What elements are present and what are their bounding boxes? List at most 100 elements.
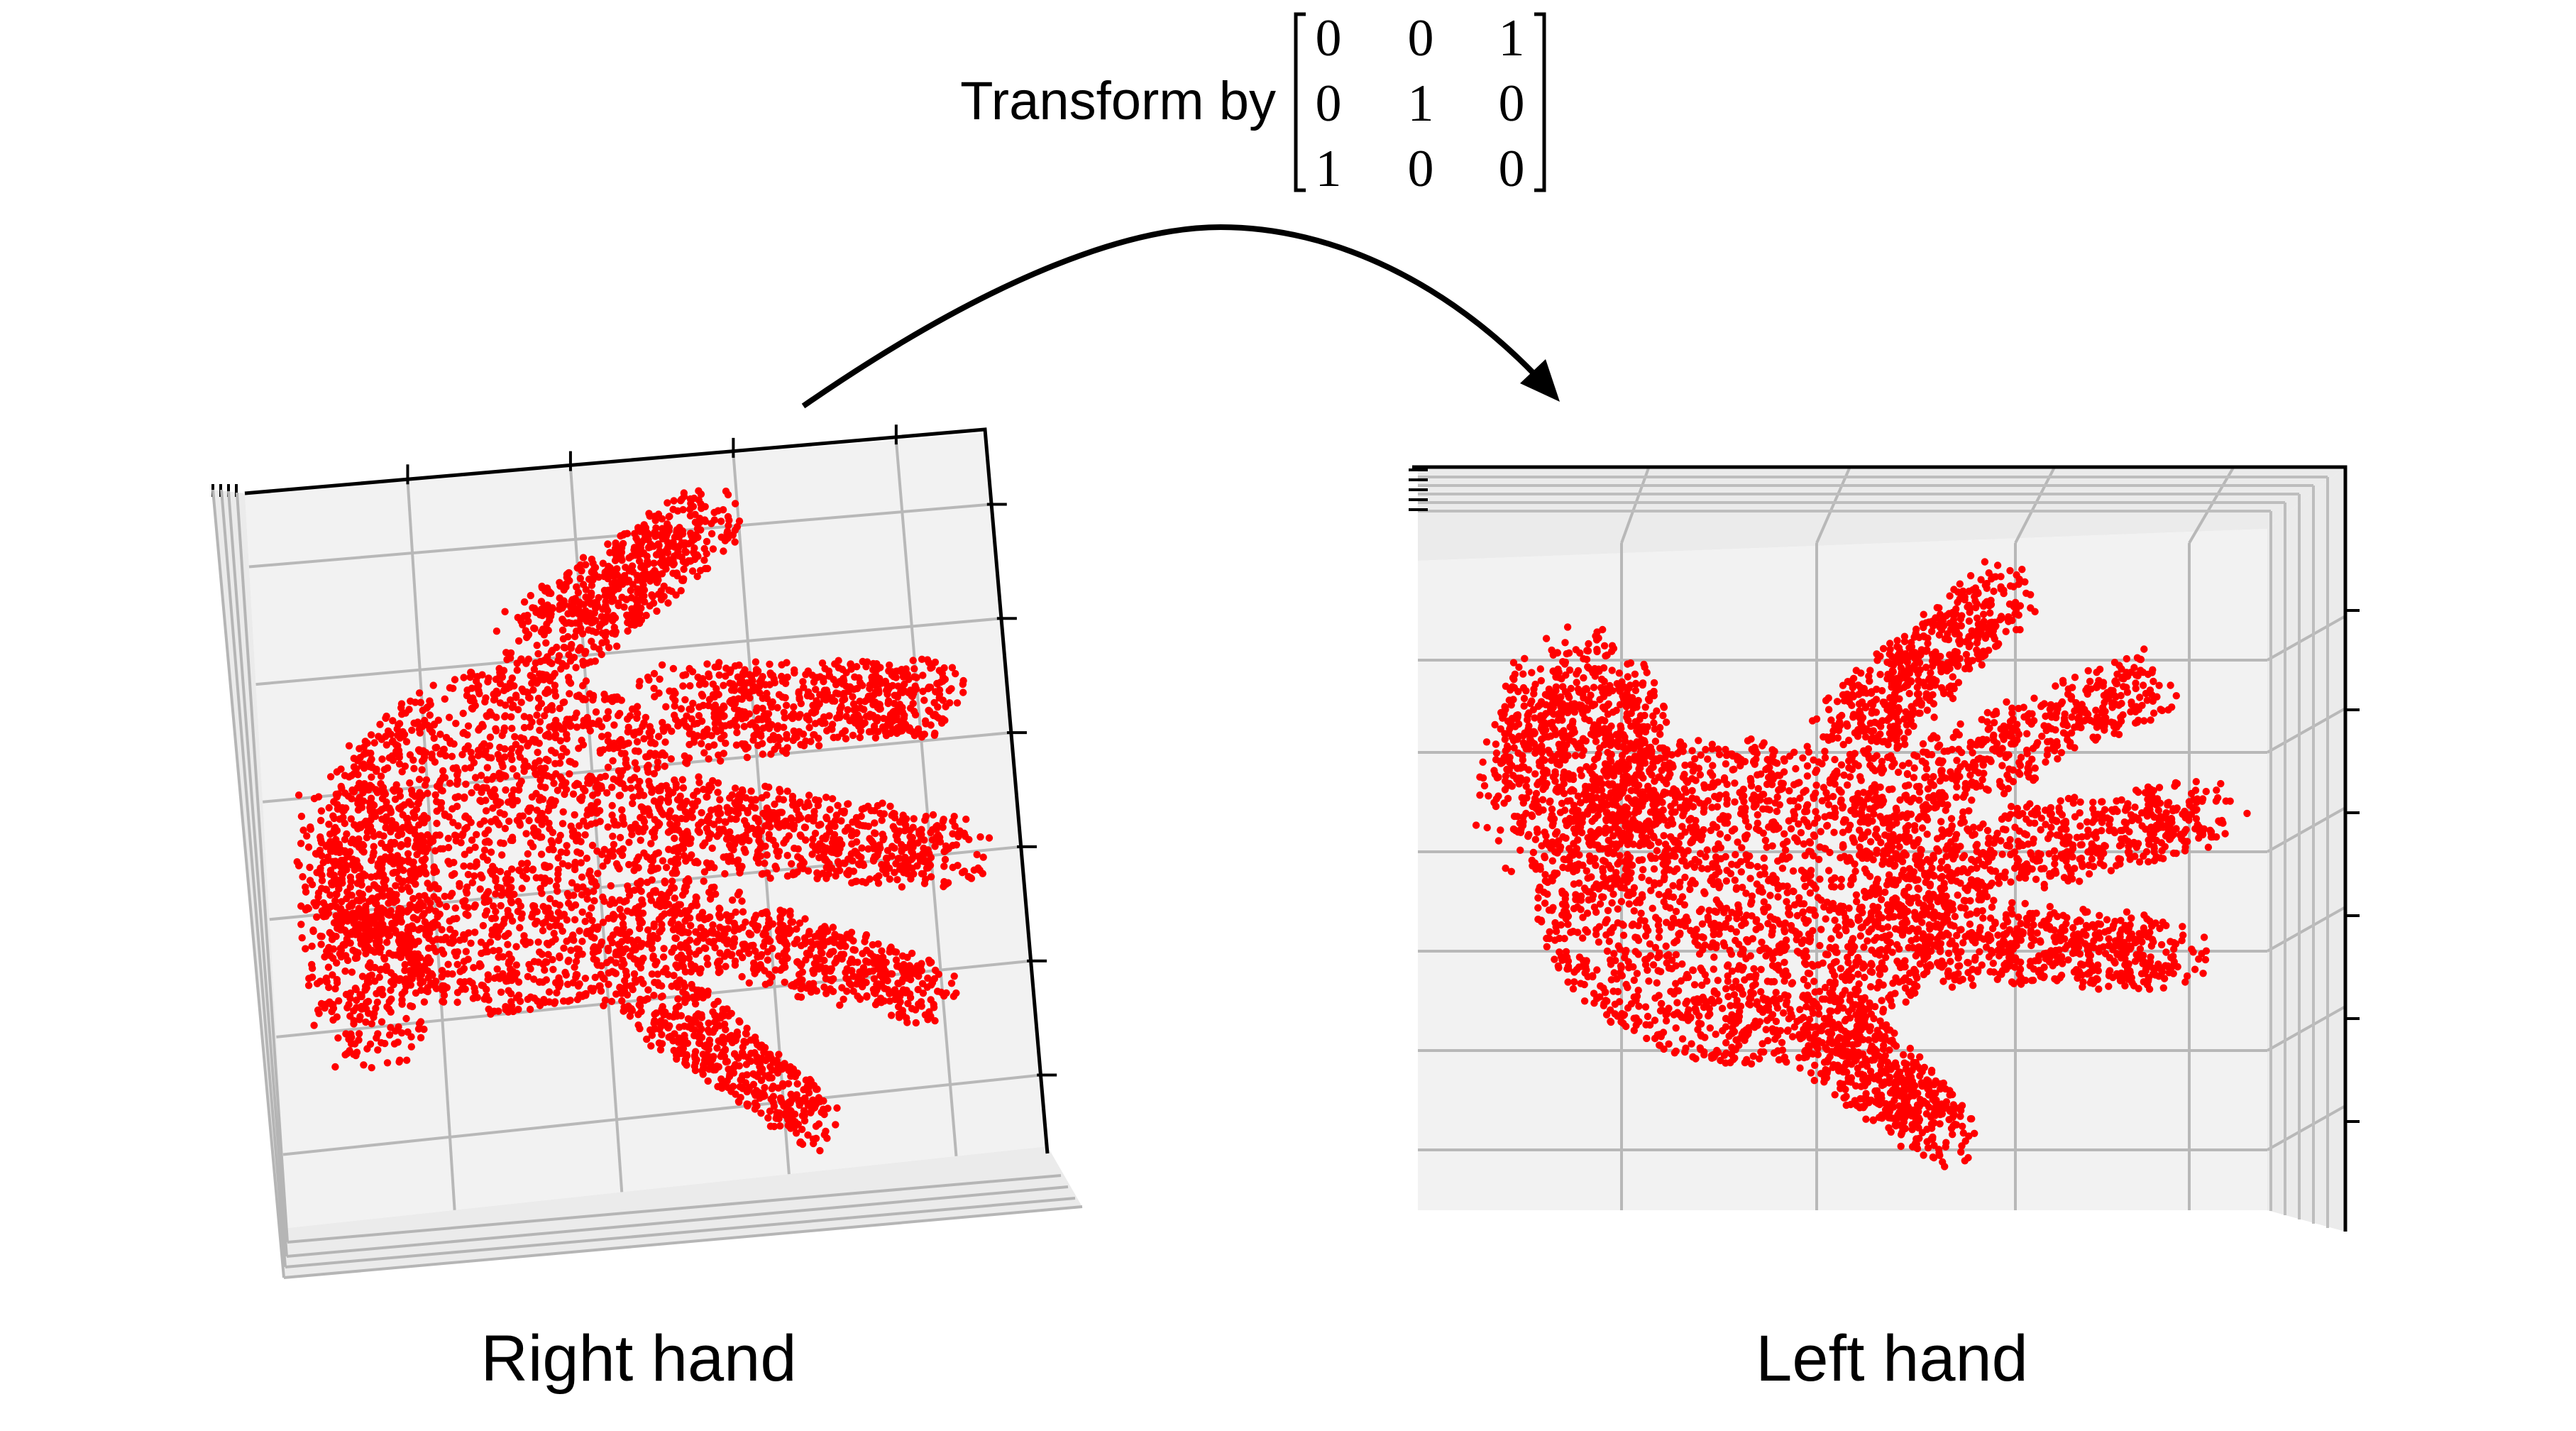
grid-line <box>282 1073 1042 1156</box>
point <box>571 811 578 819</box>
point <box>808 850 816 858</box>
point <box>550 929 558 938</box>
point <box>739 787 747 796</box>
point <box>374 1030 382 1038</box>
point <box>329 880 337 889</box>
point <box>402 975 410 983</box>
point <box>516 812 524 821</box>
point <box>783 852 791 860</box>
point <box>679 671 687 679</box>
point <box>353 897 361 904</box>
point <box>323 978 331 986</box>
point <box>876 809 884 818</box>
point <box>680 852 688 860</box>
point <box>744 1100 752 1109</box>
point <box>744 808 752 817</box>
point <box>958 869 967 877</box>
point <box>348 968 356 976</box>
point <box>497 901 505 910</box>
point <box>581 917 589 926</box>
point <box>421 963 429 971</box>
point <box>822 794 830 801</box>
point <box>640 849 648 857</box>
point <box>658 661 666 669</box>
point <box>385 1031 394 1039</box>
point <box>732 741 741 749</box>
point <box>409 756 417 764</box>
point <box>679 1044 688 1053</box>
point <box>780 818 788 826</box>
point <box>483 856 492 865</box>
point <box>582 586 590 593</box>
point <box>560 586 568 594</box>
point <box>673 855 682 862</box>
point <box>666 827 675 835</box>
point <box>599 862 607 870</box>
point <box>832 1121 840 1129</box>
point <box>378 839 385 848</box>
point <box>534 958 542 966</box>
point <box>507 899 515 906</box>
point <box>797 962 805 970</box>
point <box>896 1014 903 1021</box>
point <box>529 843 537 851</box>
point <box>321 953 329 961</box>
point <box>544 757 552 764</box>
point <box>397 1029 406 1037</box>
point <box>413 867 422 875</box>
point <box>733 1028 742 1036</box>
point <box>671 776 678 784</box>
point <box>444 835 452 843</box>
point <box>546 877 554 885</box>
point <box>603 789 611 797</box>
point <box>815 840 824 848</box>
point <box>731 957 739 965</box>
point <box>430 734 438 742</box>
point <box>697 923 705 932</box>
point <box>729 943 737 950</box>
point <box>834 733 842 741</box>
point <box>382 963 390 970</box>
point <box>730 927 738 935</box>
point <box>643 878 651 887</box>
point <box>830 830 839 839</box>
point <box>618 997 626 1005</box>
point <box>520 723 529 732</box>
point <box>575 945 583 953</box>
point <box>793 979 800 987</box>
point <box>640 521 648 529</box>
point <box>448 871 456 879</box>
point <box>582 647 590 656</box>
point <box>722 672 730 680</box>
point <box>696 566 705 574</box>
point <box>585 609 594 618</box>
point <box>462 948 470 955</box>
point <box>927 873 935 881</box>
point <box>578 873 586 881</box>
point <box>505 958 514 966</box>
arrow-curve <box>801 224 1539 409</box>
point <box>530 904 538 911</box>
point <box>604 763 612 772</box>
point <box>752 669 760 677</box>
point <box>554 854 562 862</box>
point <box>404 840 412 848</box>
point <box>743 753 752 762</box>
point <box>774 742 782 750</box>
point <box>620 923 627 932</box>
point <box>436 845 444 853</box>
point <box>475 724 484 733</box>
point <box>451 676 459 684</box>
point <box>759 809 767 818</box>
point <box>415 689 424 697</box>
point <box>420 856 428 865</box>
point <box>534 694 543 702</box>
point <box>669 664 678 673</box>
point <box>901 720 910 728</box>
point <box>730 919 738 928</box>
point <box>686 682 694 690</box>
point <box>758 794 766 802</box>
point <box>690 720 698 728</box>
point <box>882 854 891 862</box>
point <box>898 686 906 693</box>
